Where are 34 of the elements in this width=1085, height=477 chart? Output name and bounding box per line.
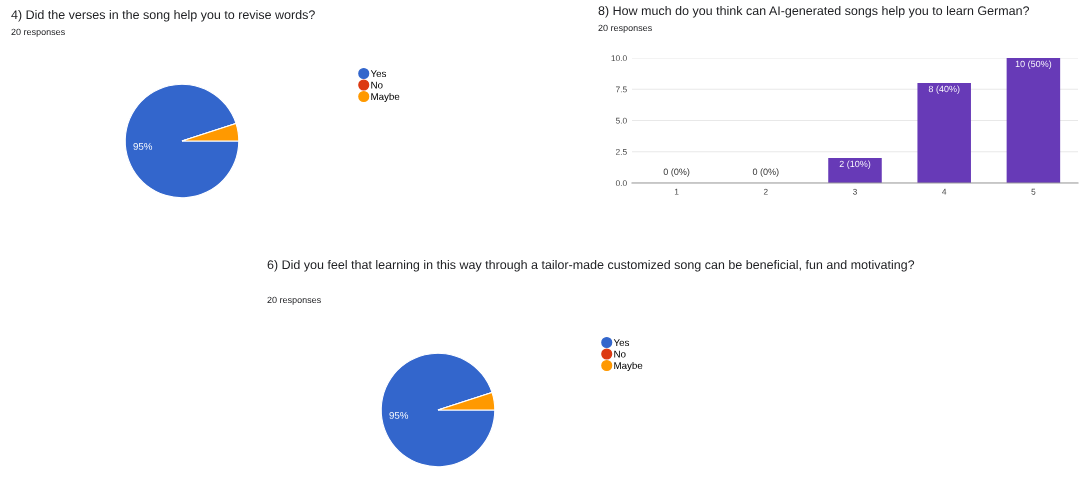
y-tick-label: 2.5 bbox=[615, 148, 627, 155]
bar bbox=[917, 83, 971, 183]
x-tick-label: 2 bbox=[763, 188, 768, 195]
chart-title: 4) Did the verses in the song help you to revise words? bbox=[11, 9, 315, 22]
x-tick-label: 4 bbox=[942, 188, 947, 195]
y-tick-label: 0.0 bbox=[615, 180, 627, 187]
chart-subtitle: 20 responses bbox=[598, 24, 652, 33]
data-label: 2 (10%) bbox=[839, 160, 871, 169]
data-label: 0 (0%) bbox=[752, 168, 779, 177]
legend-label: Maybe bbox=[371, 92, 400, 102]
x-tick-label: 1 bbox=[674, 188, 679, 195]
chart-title: 8) How much do you think can AI-generated songs help you to learn German? bbox=[598, 5, 1030, 18]
legend-label: Yes bbox=[613, 339, 630, 347]
pie-slice bbox=[124, 83, 240, 199]
legend-label: Maybe bbox=[614, 361, 643, 371]
bar bbox=[1006, 58, 1061, 183]
text: 20 responses bbox=[267, 296, 321, 305]
data-label: 95% bbox=[133, 142, 153, 150]
data-label: 95% bbox=[389, 411, 409, 419]
y-tick-label: 10.0 bbox=[611, 55, 627, 62]
y-tick-label: 5.0 bbox=[615, 117, 627, 124]
text: 20 responses bbox=[11, 28, 65, 37]
x-tick-label: 5 bbox=[1031, 188, 1036, 195]
pie-slice bbox=[380, 352, 496, 468]
bar bbox=[828, 158, 882, 183]
chart-title: 6) Did you feel that learning in this way through a tailor-made customized song can be beneficial, fun and motivating? bbox=[267, 259, 915, 272]
data-label: 0 (0%) bbox=[663, 168, 690, 177]
legend-label: Yes bbox=[370, 70, 387, 78]
data-label: 10 (50%) bbox=[1015, 60, 1052, 69]
data-label: 8 (40%) bbox=[928, 85, 960, 94]
x-tick-label: 3 bbox=[853, 188, 857, 195]
y-tick-label: 7.5 bbox=[615, 86, 627, 93]
legend-label: No bbox=[614, 350, 626, 358]
legend-label: No bbox=[371, 81, 383, 89]
